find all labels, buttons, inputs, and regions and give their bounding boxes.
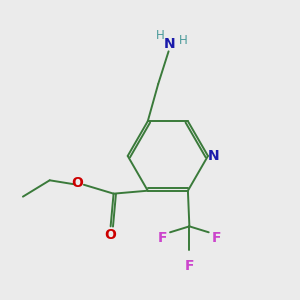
Text: O: O (105, 228, 117, 242)
Text: F: F (158, 231, 167, 245)
Text: H: H (178, 34, 187, 46)
Text: N: N (208, 149, 219, 163)
Text: H: H (156, 28, 165, 41)
Text: N: N (164, 37, 176, 51)
Text: F: F (212, 231, 221, 245)
Text: O: O (71, 176, 83, 190)
Text: F: F (184, 260, 194, 274)
